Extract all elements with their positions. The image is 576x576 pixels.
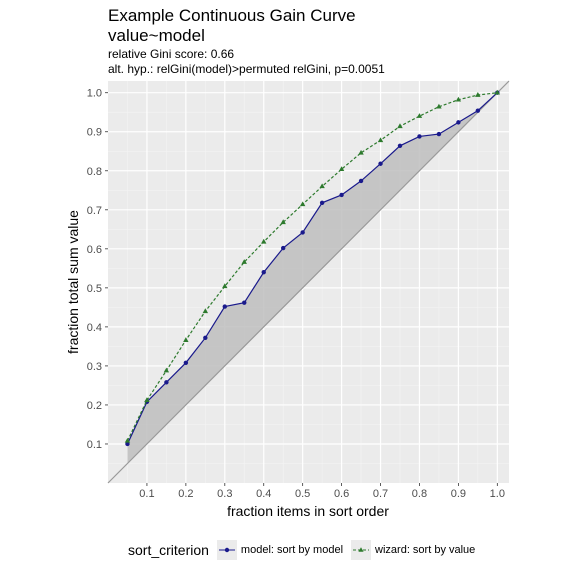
legend-title: sort_criterion [128, 542, 209, 558]
series-point-1 [163, 367, 170, 373]
series-point-0 [183, 360, 189, 365]
series-point-1 [319, 183, 325, 189]
series-point-0 [261, 270, 266, 275]
x-axis-ticks: 0.1 0.2 0.3 0.4 0.5 0.6 0.7 0.8 0.9 1.0 [139, 483, 505, 500]
series-point-1 [494, 89, 501, 95]
y-tick-label: 0.8 [87, 166, 102, 178]
legend-label-wizard: wizard: sort by value [375, 544, 476, 556]
legend-key-model [216, 540, 237, 560]
y-tick-label: 0.5 [87, 283, 102, 295]
series-point-0 [358, 178, 364, 184]
series-point-0 [475, 108, 481, 113]
x-axis-label: fraction items in sort order [227, 503, 389, 519]
chart-subtitle-line2: alt. hyp.: relGini(model)>permuted relGi… [108, 62, 385, 76]
series-point-1 [280, 219, 286, 225]
series-point-0 [397, 143, 403, 148]
series-point-0 [417, 134, 422, 139]
series-point-1 [397, 123, 403, 129]
y-tick-label: 0.1 [87, 439, 102, 451]
chart-subtitle: relative Gini score: 0.66 [108, 47, 235, 61]
series-point-0 [436, 131, 442, 137]
series-point-1 [377, 137, 384, 143]
y-tick-label: 0.9 [87, 127, 102, 139]
series-point-0 [164, 380, 169, 385]
x-tick-label: 0.6 [334, 488, 349, 500]
series-point-1 [358, 149, 364, 155]
diagonal-reference-line [107, 80, 510, 484]
y-tick-label: 1.0 [87, 88, 102, 100]
legend-item-wizard: wizard: sort by value [351, 540, 475, 560]
series-point-0 [125, 441, 130, 447]
series-point-1 [144, 397, 150, 403]
x-tick-label: 0.2 [178, 488, 193, 500]
series-point-0 [242, 300, 247, 305]
series-point-1 [124, 437, 131, 443]
series-point-1 [241, 259, 247, 264]
x-tick-label: 0.9 [451, 488, 466, 500]
x-tick-label: 0.7 [373, 488, 388, 500]
x-tick-label: 1.0 [490, 488, 505, 500]
x-tick-label: 0.1 [139, 488, 154, 500]
x-tick-label: 0.8 [412, 488, 427, 500]
legend-item-model: model: sort by model [216, 540, 344, 560]
series-point-1 [222, 283, 228, 289]
series-point-0 [339, 192, 344, 198]
series-point-1 [475, 92, 481, 97]
chart-title: Example Continuous Gain Curve [108, 6, 356, 25]
x-tick-label: 0.4 [256, 488, 271, 500]
series-point-1 [299, 201, 306, 207]
series-point-1 [261, 238, 267, 244]
series-point-0 [300, 230, 305, 235]
series-layer [124, 89, 501, 447]
x-tick-label: 0.5 [295, 488, 310, 500]
series-point-0 [203, 335, 208, 341]
series-point-0 [319, 200, 325, 205]
series-point-0 [456, 120, 461, 125]
series-point-1 [338, 166, 345, 172]
legend-key-wizard [351, 540, 372, 560]
series-point-1 [202, 308, 209, 314]
series-point-0 [378, 161, 383, 166]
y-tick-label: 0.7 [87, 205, 102, 217]
y-tick-label: 0.2 [87, 400, 102, 412]
x-tick-label: 0.3 [217, 488, 232, 500]
legend-label-model: model: sort by model [240, 544, 344, 556]
series-point-0 [280, 245, 286, 251]
y-tick-label: 0.6 [87, 244, 102, 256]
chart-title-line2: value~model [108, 26, 205, 45]
series-point-1 [436, 103, 442, 109]
series-point-1 [416, 113, 423, 118]
y-axis-ticks: 0.1 0.2 0.3 0.4 0.5 0.6 0.7 0.8 0.9 1.0 [87, 88, 108, 451]
series-point-0 [222, 304, 227, 309]
series-line-0 [126, 92, 498, 445]
legend: sort_criterion model: sort by model wiza… [128, 540, 483, 560]
series-line-1 [126, 92, 498, 442]
y-tick-label: 0.3 [87, 361, 102, 373]
series-point-1 [183, 337, 189, 342]
y-tick-label: 0.4 [87, 322, 102, 334]
y-axis-label: fraction total sum value [65, 210, 81, 354]
series-point-1 [455, 96, 462, 102]
